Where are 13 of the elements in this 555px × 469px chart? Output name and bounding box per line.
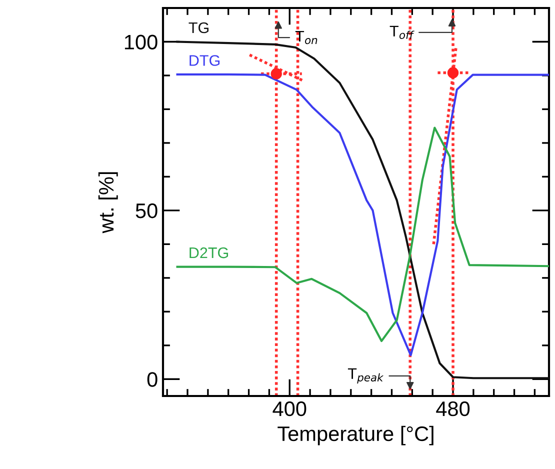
series-label: DTG — [190, 55, 220, 66]
series-label: TG — [188, 22, 208, 34]
y-tick-label: 50 — [136, 203, 158, 218]
x-tick-label: 400 — [272, 401, 306, 416]
y-tick-label: 100 — [124, 34, 158, 50]
series-label: D2TG — [190, 247, 228, 258]
x-tick-label: 480 — [436, 401, 470, 416]
annotation: T$_{off}$ — [390, 26, 414, 40]
x-axis-title: Temperature [°C] — [278, 426, 434, 446]
annotation: T$_{on}$ — [295, 30, 318, 44]
y-tick-label: 0 — [147, 372, 158, 387]
y-axis-title: wt. [%] — [98, 172, 118, 234]
annotation: T$_{peak}$ — [348, 368, 384, 384]
